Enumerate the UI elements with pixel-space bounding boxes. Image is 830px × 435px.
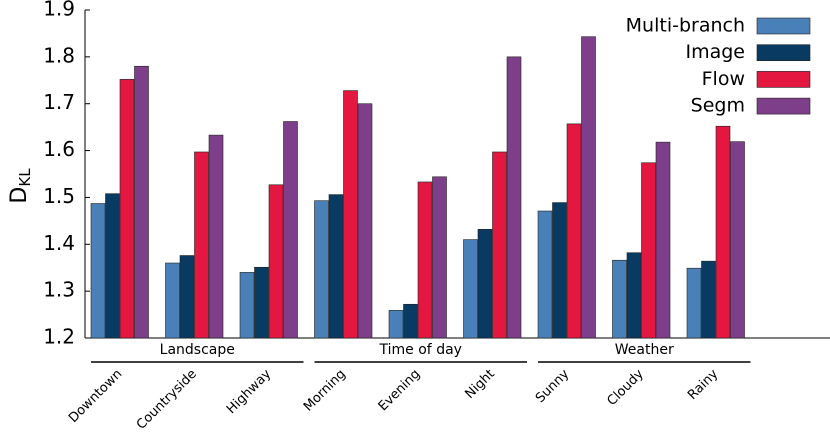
bar <box>357 103 373 339</box>
bar <box>612 259 627 339</box>
x-tick-label: Morning <box>301 367 349 415</box>
legend-label: Image <box>685 41 745 63</box>
x-tick-label: Night <box>462 367 497 402</box>
legend-label: Flow <box>702 68 745 90</box>
bar <box>268 184 284 339</box>
legend-swatch <box>756 44 811 62</box>
legend-swatch <box>756 17 811 35</box>
bar <box>417 181 433 339</box>
bar <box>566 123 582 339</box>
legend-swatch <box>756 97 811 115</box>
x-tick-label: Sunny <box>533 366 573 406</box>
y-tick-label: 1.5 <box>43 184 75 208</box>
y-tick-label: 1.3 <box>43 278 75 302</box>
bar <box>119 79 135 339</box>
bar <box>432 176 447 339</box>
group-label: Landscape <box>160 342 235 358</box>
bar <box>626 252 642 339</box>
bar <box>314 200 329 339</box>
bar <box>655 141 671 339</box>
bar <box>552 202 567 339</box>
legend-label: Segm <box>691 95 745 117</box>
y-axis-label: DKL <box>7 168 34 204</box>
y-tick-label: 1.9 <box>43 0 75 21</box>
bar <box>388 310 404 339</box>
bar <box>477 228 493 339</box>
y-tick-label: 1.7 <box>43 90 75 114</box>
x-tick-label: Evening <box>376 367 424 415</box>
bar <box>254 266 269 339</box>
y-tick-label: 1.4 <box>43 231 75 255</box>
legend-swatch <box>756 71 811 88</box>
bar <box>328 194 344 339</box>
bar <box>239 272 255 339</box>
bar <box>134 65 149 339</box>
bar <box>179 255 195 339</box>
bar <box>90 203 106 339</box>
bar <box>641 162 656 339</box>
x-tick-label: Rainy <box>685 366 721 402</box>
bar <box>105 193 120 339</box>
bar <box>283 121 298 339</box>
x-tick-label: Highway <box>224 366 275 417</box>
bar <box>581 36 596 339</box>
y-tick-label: 1.6 <box>43 137 75 161</box>
bar <box>194 151 209 339</box>
y-tick-label: 1.8 <box>43 43 75 67</box>
bar <box>343 90 358 339</box>
bar <box>506 56 522 339</box>
x-tick-label: Downtown <box>66 367 125 426</box>
x-tick-label: Countryside <box>134 367 200 433</box>
bar <box>403 303 418 339</box>
bar <box>701 260 716 339</box>
y-label-main: D <box>7 187 32 204</box>
bar <box>730 141 745 339</box>
bar <box>463 239 478 339</box>
bar <box>492 151 507 339</box>
bar <box>715 125 731 339</box>
bar <box>208 134 224 339</box>
group-label: Weather <box>615 342 674 358</box>
bar <box>537 210 553 339</box>
y-tick-label: 1.2 <box>43 325 75 349</box>
legend-label: Multi-branch <box>626 15 745 37</box>
bar <box>686 267 702 339</box>
group-label: Time of day <box>379 342 462 358</box>
x-tick-label: Cloudy <box>604 366 647 409</box>
y-label-subscript: KL <box>16 168 34 187</box>
bar <box>165 262 180 339</box>
